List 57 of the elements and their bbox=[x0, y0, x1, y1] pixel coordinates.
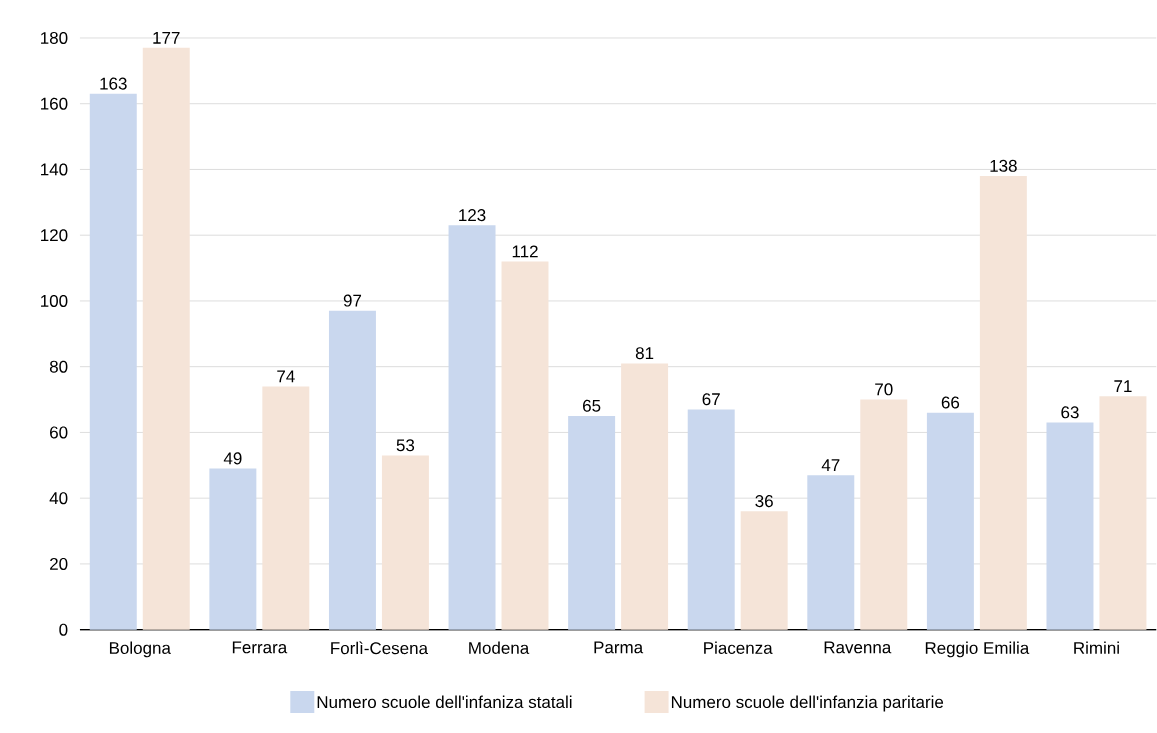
bar bbox=[209, 468, 257, 630]
x-tick-label: Reggio Emilia bbox=[925, 641, 1030, 658]
bar bbox=[568, 416, 616, 630]
x-tick-label: Modena bbox=[469, 641, 530, 655]
bar bbox=[381, 455, 429, 630]
data-label: 47 bbox=[821, 459, 840, 472]
data-label: 138 bbox=[990, 160, 1017, 173]
data-label: 81 bbox=[635, 347, 654, 360]
bar bbox=[979, 176, 1027, 630]
legend-label: Numero scuole dell'infanzia paritarie bbox=[671, 695, 944, 712]
y-tick-label: 160 bbox=[41, 97, 68, 110]
data-label: 63 bbox=[1061, 406, 1079, 419]
y-tick-label: 40 bbox=[49, 492, 68, 505]
y-tick-label: 180 bbox=[41, 32, 68, 45]
bar bbox=[142, 48, 190, 630]
legend-label: Numero scuole dell'infaniza statali bbox=[317, 695, 572, 709]
y-tick-label: 20 bbox=[50, 558, 68, 571]
data-label: 71 bbox=[1114, 380, 1132, 393]
y-tick-label: 80 bbox=[49, 360, 68, 373]
data-label: 53 bbox=[396, 439, 415, 452]
y-tick-label: 140 bbox=[41, 163, 68, 176]
data-label: 70 bbox=[875, 383, 893, 396]
data-label: 97 bbox=[343, 294, 362, 307]
data-label: 112 bbox=[512, 245, 538, 258]
bar bbox=[926, 412, 974, 630]
x-tick-label: Ravenna bbox=[824, 641, 892, 654]
bar bbox=[621, 363, 669, 630]
data-label: 123 bbox=[459, 209, 486, 222]
y-tick-label: 120 bbox=[41, 229, 68, 242]
bar bbox=[89, 94, 137, 630]
x-tick-label: Parma bbox=[594, 641, 644, 654]
data-label: 36 bbox=[755, 495, 773, 508]
y-tick-label: 60 bbox=[50, 426, 68, 439]
data-label: 163 bbox=[100, 77, 127, 90]
data-label: 74 bbox=[277, 370, 295, 383]
x-tick-label: Forlì-Cesena bbox=[331, 641, 429, 655]
data-label: 49 bbox=[223, 452, 242, 465]
data-label: 177 bbox=[153, 32, 180, 44]
bar bbox=[740, 511, 788, 630]
bar bbox=[687, 409, 735, 630]
data-label: 66 bbox=[941, 396, 960, 409]
x-tick-label: Piacenza bbox=[704, 641, 773, 655]
bar bbox=[501, 261, 549, 630]
bar bbox=[1099, 396, 1147, 630]
x-tick-label: Rimini bbox=[1074, 641, 1119, 655]
bar bbox=[860, 399, 908, 630]
bar bbox=[807, 475, 855, 630]
bar bbox=[1046, 422, 1094, 630]
y-tick-label: 0 bbox=[59, 623, 68, 636]
x-tick-label: Bologna bbox=[109, 641, 171, 658]
x-tick-label: Ferrara bbox=[232, 641, 288, 654]
bar bbox=[262, 386, 310, 630]
bar bbox=[448, 225, 496, 630]
data-label: 65 bbox=[583, 399, 601, 412]
data-label: 67 bbox=[702, 393, 720, 406]
bar bbox=[328, 311, 376, 630]
y-tick-label: 100 bbox=[41, 295, 68, 308]
